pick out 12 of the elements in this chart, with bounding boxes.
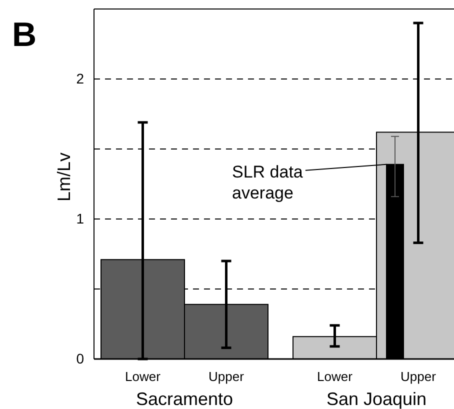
annotation: SLR data average: [232, 162, 304, 202]
x-tick-label: Upper: [208, 369, 245, 384]
text: Sacramento: [136, 389, 234, 409]
y-axis-title: Lm/Lv: [54, 152, 74, 202]
x-tick-label: Lower: [125, 369, 162, 384]
y-tick-label: 0: [76, 350, 84, 366]
text: San Joaquin: [326, 389, 427, 409]
y-tick-label: 1: [76, 210, 84, 226]
y-tick-label: 2: [76, 70, 84, 86]
x-tick-label: Upper: [400, 369, 437, 384]
chart-title: B: [12, 16, 37, 54]
x-tick-label: Lower: [317, 369, 354, 384]
